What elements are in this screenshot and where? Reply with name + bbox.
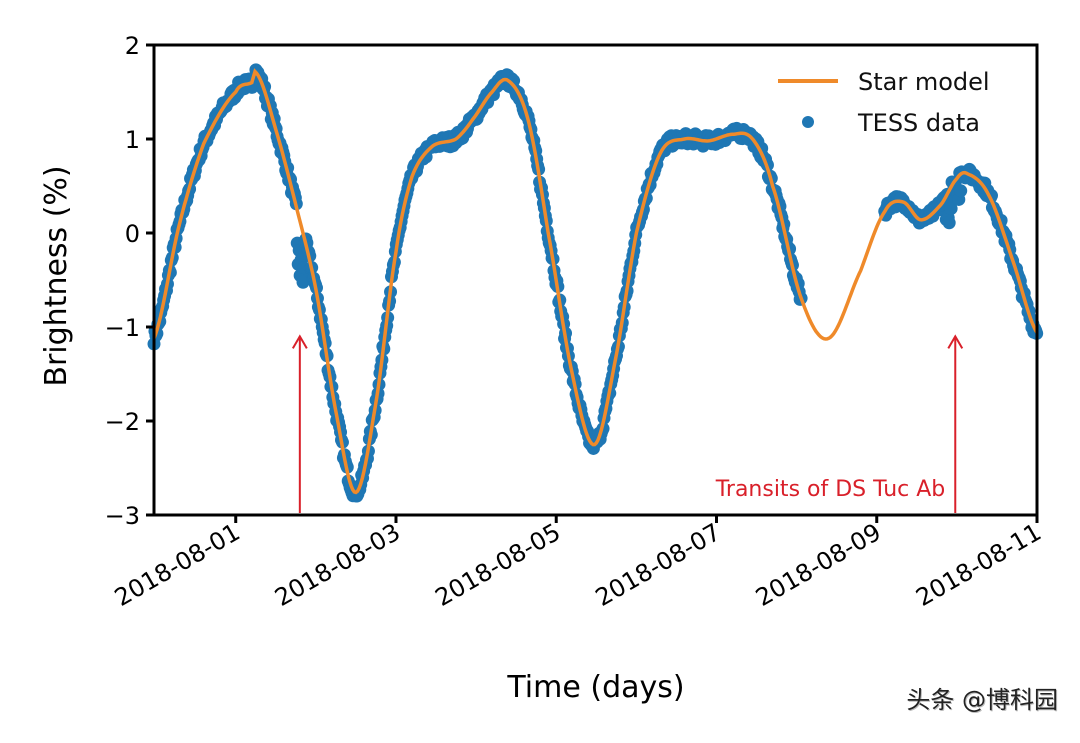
y-tick-label: −3 xyxy=(105,502,140,530)
y-tick-label: 1 xyxy=(125,126,140,154)
annotations: Transits of DS Tuc Ab xyxy=(291,334,964,513)
data-point xyxy=(942,216,956,230)
arrow-head-icon xyxy=(291,334,308,349)
y-tick-label: 0 xyxy=(125,220,140,248)
y-tick-label: −2 xyxy=(105,408,140,436)
arrow-head-icon xyxy=(947,334,964,349)
x-axis: 2018-08-01 2018-08-03 2018-08-05 2018-08-07… xyxy=(110,515,1046,612)
y-tick-label: 2 xyxy=(125,32,140,60)
legend-data-label: TESS data xyxy=(857,109,980,137)
y-axis: 2 1 0 −1 −2 −3 xyxy=(105,32,154,530)
y-tick-label: −1 xyxy=(105,314,140,342)
legend-data-swatch xyxy=(802,116,814,128)
x-tick-label: 2018-08-07 xyxy=(591,518,726,612)
data-point xyxy=(954,184,968,198)
axes-frame xyxy=(152,43,1039,517)
x-tick-label: 2018-08-01 xyxy=(110,518,245,612)
star-model-line xyxy=(152,68,1039,495)
legend-model-label: Star model xyxy=(858,68,990,96)
x-tick-label: 2018-08-05 xyxy=(430,518,565,612)
x-axis-label: Time (days) xyxy=(506,670,684,705)
transit-annotation-text: Transits of DS Tuc Ab xyxy=(715,477,946,502)
x-tick-label: 2018-08-09 xyxy=(751,518,886,612)
y-axis-label: Brightness (%) xyxy=(39,165,74,386)
watermark: 头条 @博科园 xyxy=(906,686,1058,714)
plot-area xyxy=(147,63,1044,503)
data-point xyxy=(944,202,958,216)
x-tick-label: 2018-08-11 xyxy=(911,518,1046,612)
legend: Star model TESS data xyxy=(778,68,990,137)
x-tick-label: 2018-08-03 xyxy=(270,518,405,612)
